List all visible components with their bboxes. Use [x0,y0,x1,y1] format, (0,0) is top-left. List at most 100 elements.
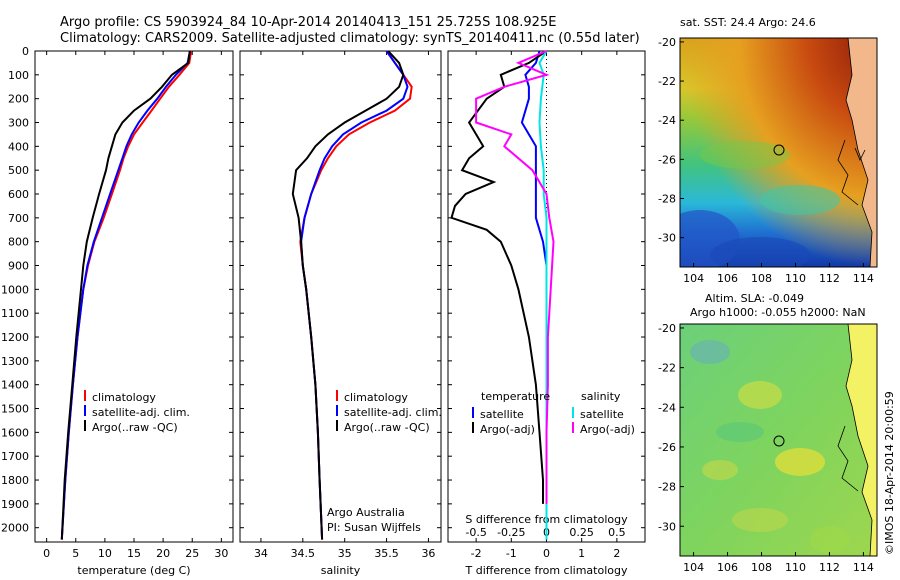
legend-label: Argo(..raw -QC) [92,421,178,434]
sst-map-axes: 104 106 108 110 112 114 -20 -22 -24 -26 -28 -30 [658,36,874,285]
y-tick-label: 1300 [1,355,29,368]
legend-label: Argo(..raw -QC) [344,421,430,434]
x-tick-label: 35.5 [374,547,399,560]
map-x-tick-label: 112 [819,272,840,285]
difference-panel: -2 -1 0 1 2 T difference from climatology -0.5… [447,50,646,577]
x-tick-label: -2 [471,547,482,560]
map-y-tick-label: -26 [658,441,676,454]
y-tick-label: 100 [8,69,29,82]
x-tick-label: -1 [506,547,517,560]
y-tick-label: 900 [8,260,29,273]
sla-map: Altim. SLA: -0.049 Argo h1000: -0.055 h2… [658,292,878,574]
y-tick-label: 1500 [1,403,29,416]
annotation: PI: Susan Wijffels [327,521,421,534]
map-x-tick-label: 110 [785,561,806,574]
x-tick-label: 30 [214,547,228,560]
x-tick-label: 1 [578,547,585,560]
legend-header: salinity [581,390,621,403]
x-tick-label: 5 [72,547,79,560]
x-tick-label: 0 [43,547,50,560]
series-line [299,50,413,540]
title-line-1: Argo profile: CS 5903924_84 10-Apr-2014 … [60,15,556,30]
map-x-tick-label: 112 [819,561,840,574]
imos-timestamp: ©IMOS 18-Apr-2014 20:00:59 [883,391,896,555]
temperature-panel: 0100200300400500600700800900100011001200… [1,45,234,577]
map-y-tick-label: -28 [658,481,676,494]
map-x-tick-label: 108 [751,561,772,574]
x-tick-label: 36 [421,547,435,560]
x-axis-label: temperature (deg C) [77,564,190,577]
sla-map-field [680,324,877,556]
map-y-tick-label: -30 [658,232,676,245]
map-x-tick-label: 106 [717,561,738,574]
map-x-tick-label: 104 [683,272,704,285]
map-y-tick-label: -24 [658,401,676,414]
y-tick-label: 1700 [1,450,29,463]
y-tick-label: 1900 [1,498,29,511]
s-tick-label: -0.5 [465,526,486,539]
map-y-tick-label: -24 [658,114,676,127]
y-tick-label: 1200 [1,331,29,344]
series-line [538,50,548,540]
y-tick-label: 0 [22,45,29,58]
map-x-tick-label: 106 [717,272,738,285]
x-tick-label: 25 [185,547,199,560]
legend-header: temperature [481,390,550,403]
y-tick-label: 600 [8,188,29,201]
y-tick-label: 1100 [1,307,29,320]
y-tick-label: 1000 [1,283,29,296]
legend-label: Argo(-adj) [580,423,635,436]
x-tick-label: 35 [338,547,352,560]
x-axis-label: salinity [321,564,361,577]
map-y-tick-label: -20 [658,36,676,49]
y-tick-label: 200 [8,93,29,106]
map-y-tick-label: -28 [658,192,676,205]
sst-map-field [680,38,877,267]
map-x-tick-label: 110 [785,272,806,285]
x-tick-label: 10 [98,547,112,560]
legend-label: satellite [480,408,524,421]
y-tick-label: 300 [8,117,29,130]
sst-map-title: sat. SST: 24.4 Argo: 24.6 [680,16,816,29]
y-tick-label: 1600 [1,426,29,439]
title-line-2: Climatology: CARS2009. Satellite-adjuste… [60,31,640,46]
salinity-panel: 34 34.5 35 35.5 36 salinity climatology satelli… [239,50,442,577]
sst-argo-marker [773,144,785,156]
y-tick-label: 400 [8,140,29,153]
series-line [291,50,405,540]
series-line [300,50,409,540]
x-tick-label: 20 [156,547,170,560]
series-line [475,50,555,504]
map-y-tick-label: -22 [658,75,676,88]
legend-label: Argo(-adj) [480,423,535,436]
y-tick-label: 1800 [1,474,29,487]
y-tick-label: 1400 [1,379,29,392]
x-tick-label: 34 [254,547,268,560]
legend-label: satellite-adj. clim. [92,406,190,419]
y-tick-label: 2000 [1,522,29,535]
s-tick-label: 0.25 [569,526,594,539]
x-tick-label: 2 [613,547,620,560]
y-tick-label: 800 [8,236,29,249]
y-tick-label: 500 [8,164,29,177]
series-line [60,50,191,540]
x-tick-label: 0 [543,547,550,560]
sla-map-title-1: Altim. SLA: -0.049 [705,292,804,305]
profile-panels: 0100200300400500600700800900100011001200… [1,45,646,577]
sla-map-frame [679,323,878,557]
x-tick-label: 15 [127,547,141,560]
sla-argo-marker [773,435,785,447]
legend-label: climatology [92,391,156,404]
map-x-tick-label: 108 [751,272,772,285]
map-y-tick-label: -22 [658,362,676,375]
map-y-tick-label: -26 [658,153,676,166]
sla-map-title-2: Argo h1000: -0.055 h2000: NaN [690,306,866,319]
map-x-tick-label: 104 [683,561,704,574]
legend-label: satellite-adj. clim. [344,406,442,419]
series-line [450,50,548,504]
y-tick-label: 700 [8,212,29,225]
sla-map-axes: 104 106 108 110 112 114 -20 -22 -24 -26 -28 -30 [658,322,874,574]
map-x-tick-label: 114 [853,272,874,285]
x-axis-label: T difference from climatology [465,564,628,577]
